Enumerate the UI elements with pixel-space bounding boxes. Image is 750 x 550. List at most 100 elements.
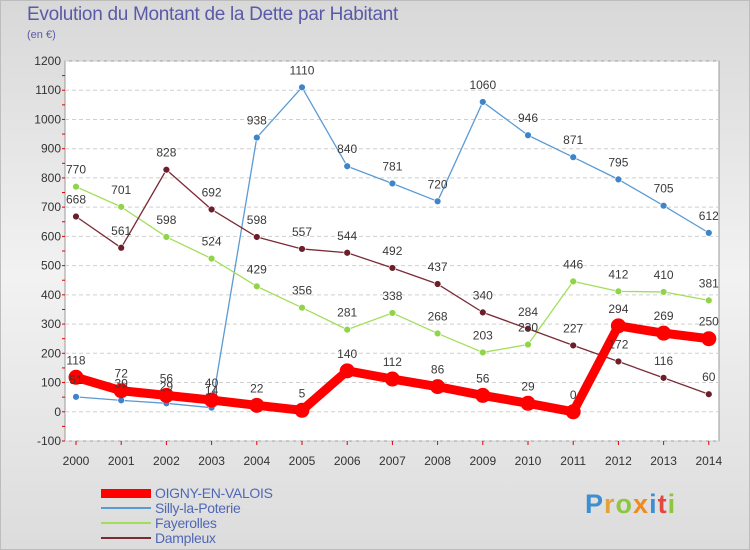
data-point bbox=[339, 363, 355, 379]
data-label: 720 bbox=[428, 177, 448, 191]
data-point bbox=[659, 374, 668, 382]
data-label: 86 bbox=[431, 363, 445, 377]
data-point bbox=[343, 249, 351, 257]
data-point bbox=[162, 166, 171, 174]
data-label: 203 bbox=[473, 328, 493, 342]
x-tick-label: 2007 bbox=[379, 454, 406, 468]
data-point bbox=[117, 244, 125, 252]
data-label: 22 bbox=[250, 381, 264, 395]
legend-swatch bbox=[101, 522, 151, 524]
data-point bbox=[610, 318, 626, 334]
legend-label: Dampleux bbox=[155, 530, 216, 546]
data-label: 269 bbox=[654, 309, 674, 323]
data-label: 40 bbox=[205, 376, 219, 390]
data-point bbox=[705, 229, 713, 237]
data-label: 56 bbox=[476, 371, 490, 385]
data-label: 118 bbox=[66, 353, 85, 367]
x-tick-label: 2006 bbox=[334, 454, 361, 468]
data-label: 770 bbox=[66, 163, 86, 177]
data-point bbox=[524, 340, 532, 349]
data-point bbox=[72, 393, 80, 401]
data-label: 172 bbox=[608, 337, 628, 351]
data-label: 284 bbox=[518, 305, 538, 319]
y-tick-label: 1000 bbox=[34, 112, 61, 126]
data-label: 795 bbox=[608, 155, 628, 169]
data-label: 668 bbox=[66, 193, 86, 207]
data-label: 598 bbox=[156, 213, 176, 227]
data-point bbox=[298, 245, 306, 253]
data-label: 72 bbox=[115, 367, 129, 381]
data-label: 946 bbox=[518, 111, 538, 125]
data-point bbox=[614, 175, 623, 184]
chart-unit-label: (en €) bbox=[27, 29, 56, 41]
data-label: 437 bbox=[428, 260, 448, 274]
data-point bbox=[433, 329, 442, 338]
y-tick-label: 200 bbox=[41, 346, 61, 360]
data-point bbox=[388, 264, 397, 272]
data-point bbox=[705, 296, 713, 305]
logo-letter: r bbox=[604, 489, 616, 519]
data-point bbox=[524, 131, 532, 139]
chart-title: Evolution du Montant de la Dette par Hab… bbox=[27, 4, 398, 25]
data-point bbox=[162, 233, 171, 241]
data-label: 1110 bbox=[290, 63, 315, 77]
data-point bbox=[207, 205, 216, 214]
data-label: 227 bbox=[563, 321, 583, 335]
data-point bbox=[388, 309, 397, 317]
data-label: 356 bbox=[292, 284, 312, 298]
data-point bbox=[72, 182, 80, 191]
y-tick-label: 0 bbox=[54, 405, 61, 419]
data-point bbox=[343, 162, 351, 170]
data-label: 56 bbox=[160, 371, 174, 385]
data-point bbox=[520, 395, 536, 411]
x-tick-label: 2000 bbox=[63, 454, 90, 468]
x-tick-label: 2010 bbox=[515, 454, 542, 468]
data-point bbox=[298, 83, 306, 92]
y-tick-label: 900 bbox=[41, 142, 61, 156]
data-point bbox=[207, 254, 216, 263]
data-point bbox=[158, 387, 174, 403]
data-point bbox=[253, 233, 261, 241]
data-label: 612 bbox=[699, 209, 719, 223]
x-tick-label: 2005 bbox=[289, 454, 316, 468]
legend-swatch bbox=[101, 537, 151, 539]
data-label: 0 bbox=[570, 388, 577, 402]
proxiti-logo: Proxiti bbox=[585, 489, 676, 520]
data-label: 781 bbox=[382, 159, 402, 173]
legend-label: OIGNY-EN-VALOIS bbox=[155, 485, 273, 501]
logo-letter: o bbox=[615, 489, 634, 519]
data-label: 51 bbox=[69, 373, 83, 387]
data-label: 410 bbox=[654, 268, 674, 282]
data-label: 5 bbox=[299, 386, 306, 400]
data-label: 112 bbox=[383, 355, 402, 369]
data-point bbox=[569, 277, 577, 286]
logo-letter: i bbox=[667, 489, 677, 519]
logo-letter: x bbox=[633, 489, 650, 519]
data-point bbox=[298, 304, 306, 312]
data-point bbox=[433, 280, 442, 288]
data-label: 39 bbox=[115, 376, 129, 390]
y-tick-label: 1200 bbox=[34, 54, 61, 68]
data-point bbox=[430, 379, 446, 395]
x-tick-label: 2008 bbox=[424, 454, 451, 468]
data-label: 281 bbox=[337, 306, 357, 320]
data-label: 381 bbox=[699, 276, 719, 290]
data-label: 692 bbox=[202, 185, 222, 199]
data-label: 294 bbox=[608, 302, 628, 316]
data-label: 598 bbox=[247, 213, 267, 227]
x-tick-label: 2002 bbox=[153, 454, 180, 468]
legend-swatch bbox=[101, 507, 151, 509]
data-label: 429 bbox=[247, 262, 267, 276]
data-point bbox=[614, 357, 623, 366]
data-point bbox=[659, 288, 668, 296]
x-tick-label: 2001 bbox=[108, 454, 135, 468]
logo-letter: t bbox=[657, 489, 668, 519]
logo-letter: P bbox=[585, 489, 605, 519]
data-point bbox=[253, 282, 261, 291]
data-label: 524 bbox=[202, 235, 222, 249]
x-tick-label: 2004 bbox=[243, 454, 270, 468]
x-tick-label: 2013 bbox=[650, 454, 677, 468]
y-tick-label: 300 bbox=[41, 317, 61, 331]
data-label: 250 bbox=[699, 315, 719, 329]
